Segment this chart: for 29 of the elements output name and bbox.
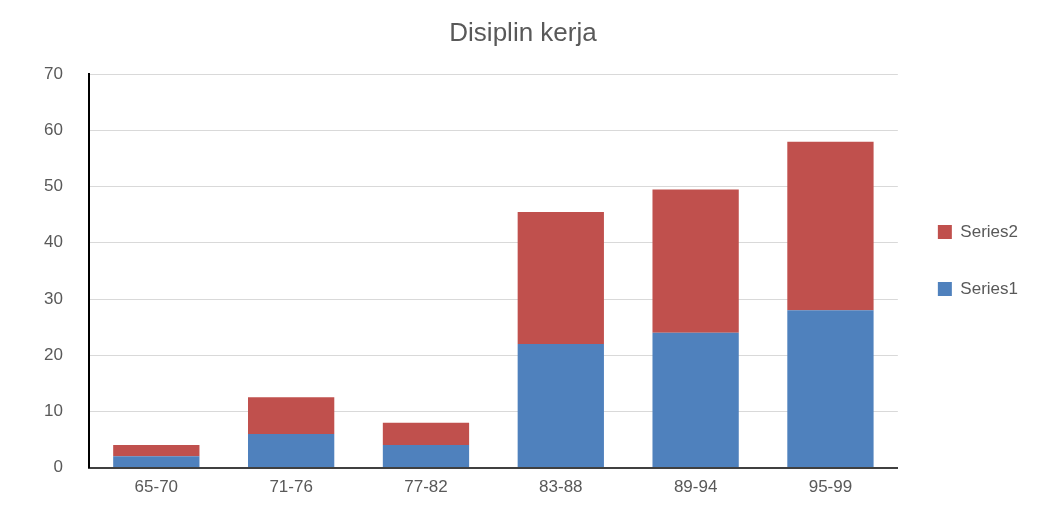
x-tick-label: 95-99 xyxy=(808,477,853,497)
chart-title: Disiplin kerja xyxy=(449,16,598,47)
bar xyxy=(517,343,604,468)
bar xyxy=(652,332,739,468)
x-tick-label: 83-88 xyxy=(539,477,583,497)
x-tick-label: 65-70 xyxy=(134,477,179,497)
bar xyxy=(787,310,874,468)
bar xyxy=(652,189,739,333)
y-tick-label: 50 xyxy=(43,176,63,196)
y-tick-label: 20 xyxy=(43,344,63,364)
bar xyxy=(113,445,200,457)
bar xyxy=(517,211,604,344)
y-tick-label: 10 xyxy=(43,401,63,421)
bar xyxy=(382,445,470,468)
y-tick-label: 40 xyxy=(43,232,63,252)
bar xyxy=(248,397,335,434)
bar xyxy=(248,433,335,468)
bar xyxy=(382,422,470,446)
y-tick-label: 70 xyxy=(43,63,63,83)
legend-label: Series1 xyxy=(960,278,1018,298)
bar xyxy=(113,456,200,468)
y-tick-label: 0 xyxy=(53,457,63,477)
y-tick-label: 60 xyxy=(43,120,63,140)
x-tick-label: 89-94 xyxy=(673,477,718,497)
y-tick-label: 30 xyxy=(43,288,63,308)
x-tick-label: 71-76 xyxy=(269,477,313,497)
bar xyxy=(787,141,874,311)
legend-label: Series2 xyxy=(960,221,1018,241)
x-tick-label: 77-82 xyxy=(404,477,448,497)
